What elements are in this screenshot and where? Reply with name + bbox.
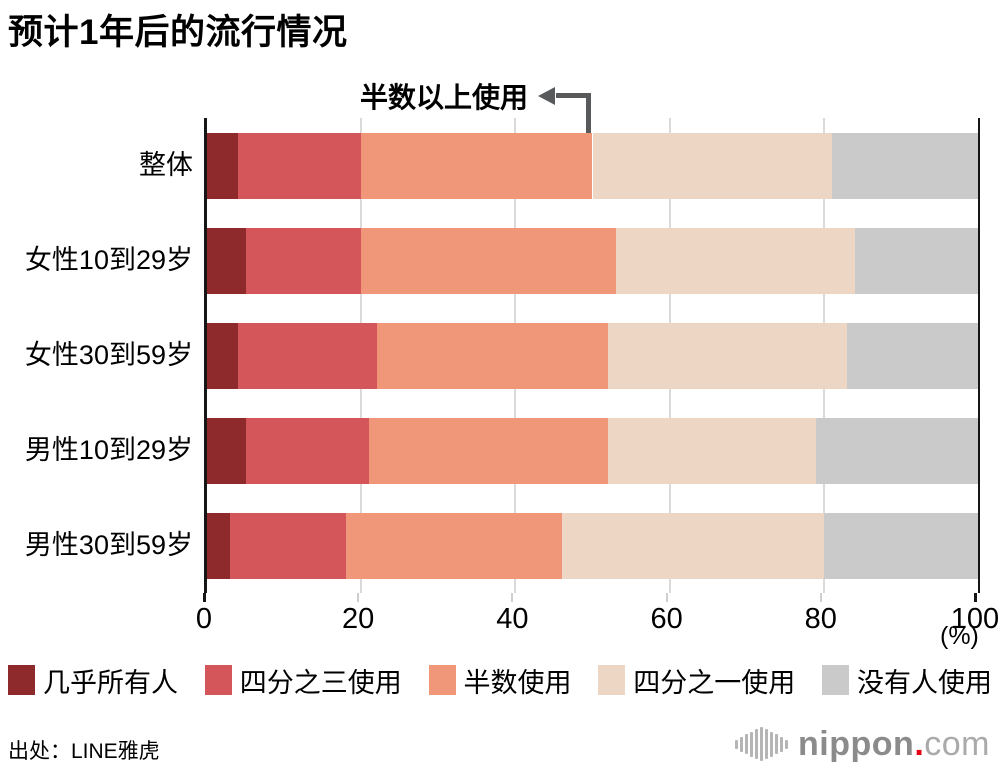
logo-tld: com — [924, 725, 990, 763]
x-axis-unit: (%) — [940, 622, 979, 650]
source-note: 出处：LINE雅虎 — [8, 740, 160, 763]
legend-label: 没有人使用 — [857, 667, 992, 698]
bar-segment — [823, 513, 978, 579]
tick-mark — [665, 593, 668, 602]
bar-segment — [607, 323, 847, 389]
tick-mark — [511, 593, 514, 602]
bar-segment — [368, 418, 608, 484]
bar-segment — [816, 418, 978, 484]
logo-nippon: nippon — [798, 725, 915, 763]
tick-label: 0 — [195, 603, 213, 635]
bar-segment — [207, 228, 246, 294]
category-label: 女性30到59岁 — [24, 340, 193, 370]
bar-segment — [361, 133, 593, 199]
bar-segment — [831, 133, 978, 199]
legend-label: 半数使用 — [463, 667, 572, 698]
legend-label: 几乎所有人 — [43, 667, 178, 698]
logo-dot: . — [914, 725, 925, 763]
legend-label: 四分之一使用 — [633, 667, 796, 698]
chart-title: 预计1年后的流行情况 — [8, 13, 348, 52]
legend-item: 半数使用 — [428, 661, 572, 700]
bar-segment — [376, 323, 608, 389]
category-axis: 整体女性10到29岁 女性30到59岁 男性10到29岁 男性30到59岁 — [0, 118, 193, 593]
logo-text: nippon.com — [798, 727, 990, 761]
category-label: 女性10到29岁 — [24, 245, 193, 275]
bar-segment — [361, 228, 616, 294]
soundwave-icon — [735, 726, 789, 762]
bar-segment — [207, 513, 231, 579]
legend-item: 几乎所有人 — [8, 661, 178, 700]
bar-segment — [615, 228, 855, 294]
bar-segment — [237, 323, 377, 389]
bar-segment — [345, 513, 562, 579]
nippon-logo: nippon.com — [735, 722, 990, 766]
annotation-label: 半数以上使用 — [359, 82, 528, 113]
tick-mark — [974, 593, 977, 602]
bar-segment — [207, 418, 246, 484]
legend-item: 四分之一使用 — [598, 661, 795, 700]
annotation-arrow-line — [556, 93, 591, 134]
legend-swatch — [822, 665, 849, 695]
bar-segment — [854, 228, 978, 294]
bar-row — [207, 228, 978, 294]
tick-mark — [357, 593, 360, 602]
legend-swatch — [598, 665, 626, 695]
legend-item: 四分之三使用 — [204, 661, 402, 700]
bar-segment — [230, 513, 346, 579]
bar-row — [207, 418, 978, 484]
legend-swatch — [8, 665, 35, 695]
bar-segment — [207, 133, 238, 199]
bar-row — [207, 323, 978, 389]
tick-label: 40 — [496, 603, 529, 635]
legend-swatch — [204, 665, 232, 695]
bar-segment — [561, 513, 824, 579]
tick-mark — [819, 593, 822, 602]
bar-segment — [207, 323, 238, 389]
tick-label: 60 — [650, 603, 683, 635]
bar-segment — [245, 418, 369, 484]
tick-label: 80 — [804, 603, 837, 635]
bar-segment — [607, 418, 817, 484]
bar-segment — [245, 228, 362, 294]
legend: 几乎所有人 四分之三使用 半数使用 四分之一使用 没有人使用 — [8, 661, 992, 700]
category-label: 整体 — [139, 150, 193, 180]
bar-segment — [237, 133, 362, 199]
category-label: 男性10到29岁 — [24, 435, 193, 465]
legend-label: 四分之三使用 — [239, 667, 402, 698]
tick-mark — [203, 593, 206, 602]
bar-segment — [592, 133, 832, 199]
legend-item: 没有人使用 — [822, 661, 992, 700]
tick-label: 20 — [342, 603, 375, 635]
legend-swatch — [428, 665, 456, 695]
annotation-arrow-icon — [538, 87, 555, 105]
bar-segment — [846, 323, 978, 389]
bar-row — [207, 513, 978, 579]
category-label: 男性30到59岁 — [24, 530, 193, 560]
x-axis: 0 20 40 60 80 100 — [196, 593, 999, 653]
bar-row — [207, 133, 978, 199]
tick-label: 100 — [950, 603, 1000, 635]
plot-area — [204, 118, 980, 593]
